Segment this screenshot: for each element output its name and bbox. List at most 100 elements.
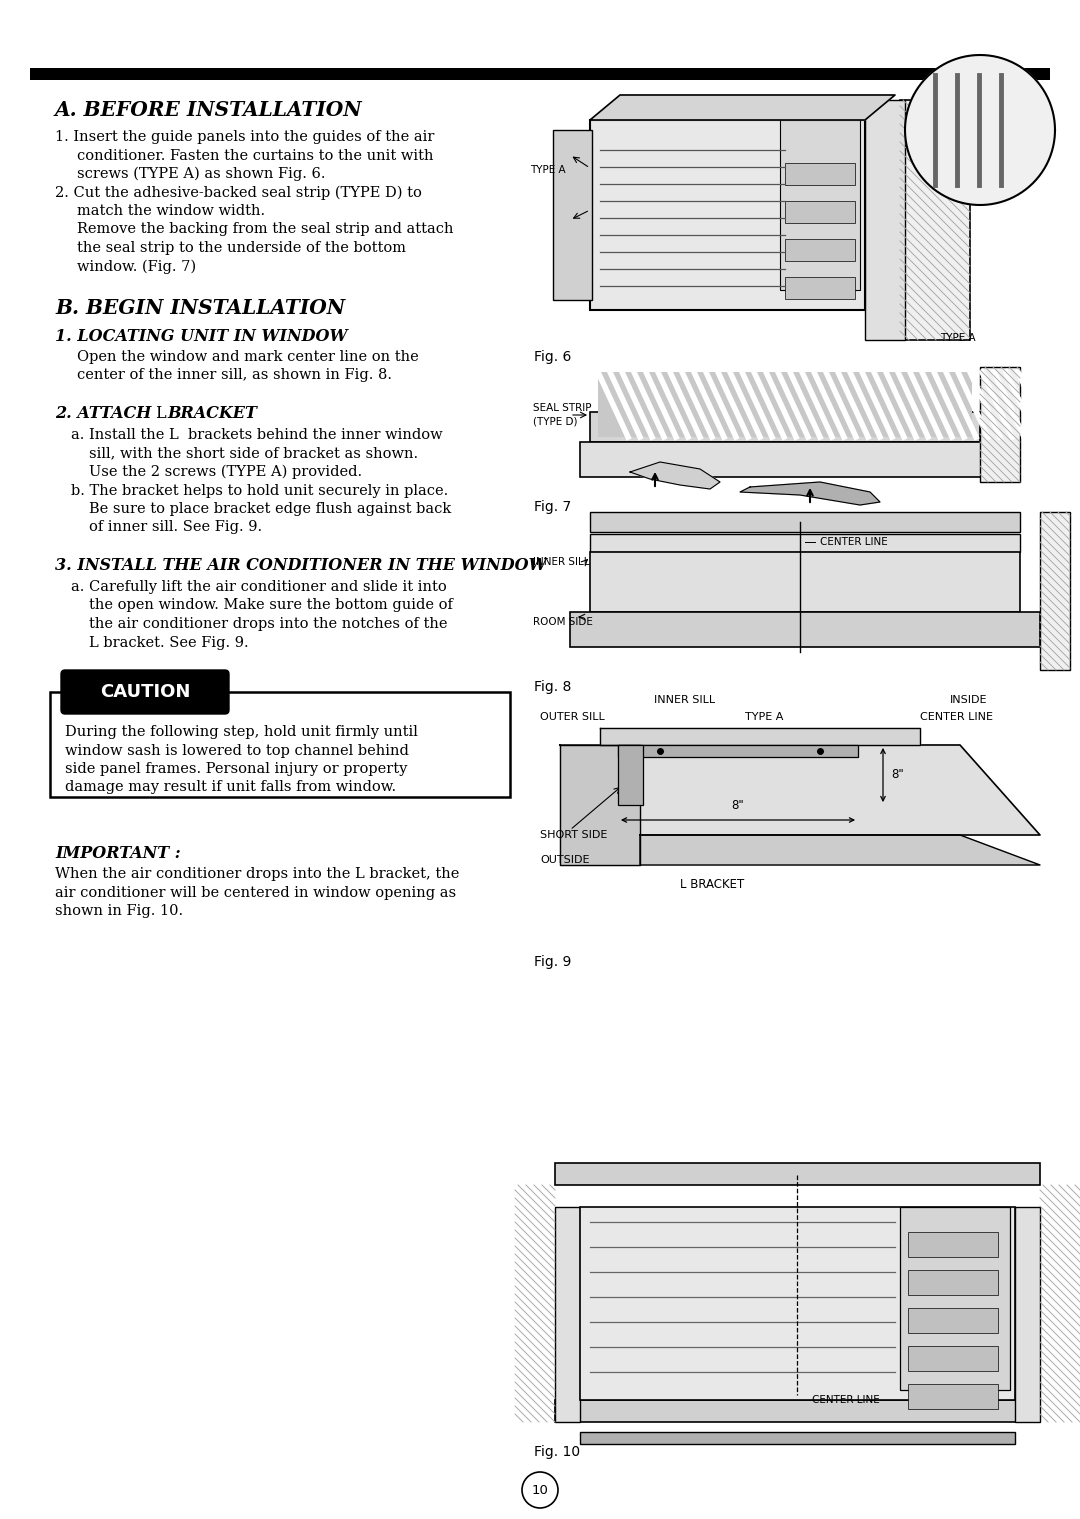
Bar	[580, 1432, 1015, 1445]
Text: screws (TYPE A) as shown Fig. 6.: screws (TYPE A) as shown Fig. 6.	[77, 167, 325, 181]
Bar	[1040, 512, 1070, 670]
Text: shown in Fig. 10.: shown in Fig. 10.	[55, 904, 184, 917]
Text: SEAL STRIP: SEAL STRIP	[534, 403, 592, 413]
Text: CENTER LINE: CENTER LINE	[812, 1394, 880, 1405]
Text: 2. ATTACH: 2. ATTACH	[55, 406, 151, 422]
Text: Remove the backing from the seal strip and attach: Remove the backing from the seal strip a…	[77, 222, 454, 237]
Text: center of the inner sill, as shown in Fig. 8.: center of the inner sill, as shown in Fi…	[77, 369, 392, 383]
Bar	[590, 535, 1020, 551]
Polygon shape	[590, 96, 895, 120]
Text: A. BEFORE INSTALLATION: A. BEFORE INSTALLATION	[55, 100, 363, 120]
Bar	[580, 442, 990, 477]
Bar	[618, 744, 643, 805]
Text: Fig. 7: Fig. 7	[534, 500, 571, 513]
Polygon shape	[740, 482, 880, 504]
Text: 3. INSTALL THE AIR CONDITIONER IN THE WINDOW: 3. INSTALL THE AIR CONDITIONER IN THE WI…	[55, 557, 546, 574]
Bar	[785, 201, 855, 223]
Text: TYPE A: TYPE A	[940, 333, 975, 343]
Text: a. Install the L  brackets behind the inner window: a. Install the L brackets behind the inn…	[71, 428, 443, 442]
Text: the open window. Make sure the bottom guide of: the open window. Make sure the bottom gu…	[89, 598, 453, 612]
Text: window. (Fig. 7): window. (Fig. 7)	[77, 260, 197, 273]
Text: TYPE A: TYPE A	[530, 166, 566, 175]
Bar	[580, 1208, 1015, 1401]
Text: OUTSIDE: OUTSIDE	[540, 855, 590, 864]
Bar	[785, 276, 855, 299]
Bar	[865, 100, 905, 340]
Text: BRACKET: BRACKET	[167, 406, 257, 422]
Text: 1. Insert the guide panels into the guides of the air: 1. Insert the guide panels into the guid…	[55, 131, 434, 144]
Text: 1. LOCATING UNIT IN WINDOW: 1. LOCATING UNIT IN WINDOW	[55, 328, 348, 345]
Bar	[908, 1384, 998, 1410]
Text: air conditioner will be centered in window opening as: air conditioner will be centered in wind…	[55, 886, 456, 899]
Text: B. BEGIN INSTALLATION: B. BEGIN INSTALLATION	[55, 298, 346, 317]
Text: During the following step, hold unit firmly until: During the following step, hold unit fir…	[65, 725, 418, 740]
Text: INSIDE: INSIDE	[950, 696, 987, 705]
Bar	[908, 1308, 998, 1334]
Bar	[570, 612, 1040, 647]
Text: window sash is lowered to top channel behind: window sash is lowered to top channel be…	[65, 743, 409, 758]
Text: Fig. 8: Fig. 8	[534, 681, 571, 694]
Text: Fig. 9: Fig. 9	[534, 955, 571, 969]
Text: L: L	[156, 406, 165, 422]
Bar	[50, 693, 510, 797]
Text: L bracket. See Fig. 9.: L bracket. See Fig. 9.	[89, 635, 248, 650]
Text: When the air conditioner drops into the L bracket, the: When the air conditioner drops into the …	[55, 867, 459, 881]
Bar	[900, 100, 970, 340]
Bar	[555, 1401, 1040, 1422]
FancyBboxPatch shape	[60, 670, 229, 714]
Text: a. Carefully lift the air conditioner and slide it into: a. Carefully lift the air conditioner an…	[71, 580, 447, 594]
Polygon shape	[561, 744, 1040, 835]
Bar	[900, 1208, 1010, 1390]
Text: CENTER LINE: CENTER LINE	[820, 538, 888, 547]
Bar	[30, 68, 1050, 81]
Bar	[908, 1346, 998, 1372]
Polygon shape	[561, 744, 640, 864]
Text: SHORT SIDE: SHORT SIDE	[540, 829, 607, 840]
Text: conditioner. Fasten the curtains to the unit with: conditioner. Fasten the curtains to the …	[77, 149, 433, 163]
Bar	[590, 512, 1020, 532]
Text: the air conditioner drops into the notches of the: the air conditioner drops into the notch…	[89, 617, 447, 630]
Text: sill, with the short side of bracket as shown.: sill, with the short side of bracket as …	[89, 447, 418, 460]
Bar	[980, 368, 1020, 482]
Text: 2. Cut the adhesive-backed seal strip (TYPE D) to: 2. Cut the adhesive-backed seal strip (T…	[55, 185, 422, 201]
Bar	[590, 120, 865, 310]
Text: 8": 8"	[891, 769, 904, 781]
Bar	[618, 744, 858, 756]
Text: 10: 10	[531, 1484, 549, 1496]
Bar	[1015, 1208, 1040, 1422]
Bar	[598, 372, 972, 437]
Text: INNER SILL: INNER SILL	[534, 557, 590, 567]
Bar	[555, 1164, 1040, 1185]
Circle shape	[522, 1472, 558, 1508]
Bar	[780, 120, 860, 290]
Bar	[785, 163, 855, 185]
Bar	[590, 412, 980, 442]
Text: CAUTION: CAUTION	[99, 684, 190, 700]
Text: match the window width.: match the window width.	[77, 204, 265, 219]
Polygon shape	[600, 728, 920, 744]
Bar	[555, 1208, 580, 1422]
Text: (TYPE D): (TYPE D)	[534, 418, 578, 427]
Text: b. The bracket helps to hold unit securely in place.: b. The bracket helps to hold unit secure…	[71, 483, 448, 498]
Polygon shape	[640, 835, 1040, 864]
Text: Fig. 6: Fig. 6	[534, 349, 571, 365]
Text: the seal strip to the underside of the bottom: the seal strip to the underside of the b…	[77, 242, 406, 255]
Text: Use the 2 screws (TYPE A) provided.: Use the 2 screws (TYPE A) provided.	[89, 465, 362, 480]
Text: of inner sill. See Fig. 9.: of inner sill. See Fig. 9.	[89, 521, 262, 535]
Text: CENTER LINE: CENTER LINE	[920, 712, 993, 722]
Text: TYPE A: TYPE A	[745, 712, 783, 722]
Text: Open the window and mark center line on the: Open the window and mark center line on …	[77, 349, 419, 365]
Text: INNER SILL: INNER SILL	[654, 696, 716, 705]
Text: 8": 8"	[731, 799, 744, 813]
Text: side panel frames. Personal injury or property: side panel frames. Personal injury or pr…	[65, 763, 407, 776]
Bar	[908, 1232, 998, 1258]
Text: Be sure to place bracket edge flush against back: Be sure to place bracket edge flush agai…	[89, 501, 451, 516]
Bar	[785, 238, 855, 261]
Polygon shape	[905, 55, 1055, 205]
Text: ROOM SIDE: ROOM SIDE	[534, 617, 593, 627]
Bar	[590, 551, 1020, 612]
Bar	[908, 1270, 998, 1296]
Text: damage may result if unit falls from window.: damage may result if unit falls from win…	[65, 781, 396, 794]
Text: IMPORTANT :: IMPORTANT :	[55, 845, 180, 861]
Bar	[553, 131, 592, 299]
